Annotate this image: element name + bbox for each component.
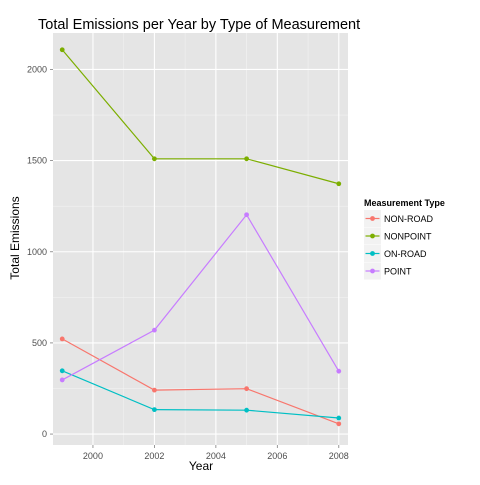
chart-title: Total Emissions per Year by Type of Meas… xyxy=(38,17,360,33)
series-line-point xyxy=(61,213,340,381)
legend-item-point: POINT xyxy=(364,262,412,280)
plot-panel xyxy=(53,33,348,445)
legend-label: POINT xyxy=(384,267,412,277)
series-point xyxy=(59,212,342,383)
legend-item-non-road: NON-ROAD xyxy=(364,210,433,227)
series-line-on-road xyxy=(61,370,339,419)
series-line-non-road xyxy=(61,338,339,425)
data-point-point xyxy=(152,327,157,333)
legend-key-point xyxy=(370,268,375,274)
x-tick-label: 2006 xyxy=(267,451,287,461)
legend-item-nonpoint: NONPOINT xyxy=(364,227,432,245)
legend-label: NON-ROAD xyxy=(384,214,433,224)
series-on-road xyxy=(59,368,342,421)
data-point-non-road xyxy=(152,387,157,393)
data-point-point xyxy=(336,368,342,374)
legend-key-point xyxy=(370,233,375,239)
series-non-road xyxy=(59,336,342,427)
x-tick-label: 2004 xyxy=(206,451,226,461)
legend-item-on-road: ON-ROAD xyxy=(364,245,427,262)
data-point-point xyxy=(244,212,249,218)
y-tick-label: 1000 xyxy=(27,247,47,257)
y-tick-label: 0 xyxy=(42,429,47,439)
data-point-point xyxy=(59,377,65,383)
panel-background xyxy=(53,33,348,445)
data-point-on-road xyxy=(59,368,65,374)
x-tick-label: 2008 xyxy=(329,451,349,461)
legend-key-point xyxy=(370,251,375,256)
y-tick-label: 2000 xyxy=(27,64,47,74)
legend: Measurement Type NON-ROAD NONPOINT ON-ROAD… xyxy=(364,198,445,280)
data-point-nonpoint xyxy=(59,47,65,53)
y-tick-label: 500 xyxy=(32,338,47,348)
data-point-non-road xyxy=(244,386,249,392)
x-tick-label: 2000 xyxy=(83,451,103,461)
data-point-nonpoint xyxy=(244,156,249,162)
legend-label: NONPOINT xyxy=(384,232,432,242)
data-point-non-road xyxy=(59,336,65,342)
x-axis-title: Year xyxy=(189,459,213,473)
y-axis-title: Total Emissions xyxy=(8,196,22,279)
data-point-nonpoint xyxy=(152,156,157,162)
x-axis: 2000 2002 2004 2006 2008 xyxy=(83,445,349,461)
data-point-on-road xyxy=(244,407,249,413)
y-axis: 0 500 1000 1500 2000 xyxy=(27,64,53,439)
legend-key-point xyxy=(370,216,375,221)
x-tick-label: 2002 xyxy=(144,451,164,461)
series-layer xyxy=(59,47,342,427)
series-nonpoint xyxy=(59,47,342,187)
series-line-nonpoint xyxy=(61,49,339,185)
data-point-nonpoint xyxy=(336,181,342,187)
data-point-non-road xyxy=(336,421,342,427)
legend-title: Measurement Type xyxy=(364,198,445,208)
data-point-on-road xyxy=(336,415,342,421)
legend-label: ON-ROAD xyxy=(384,249,427,259)
data-point-on-road xyxy=(152,407,157,413)
y-tick-label: 1500 xyxy=(27,156,47,166)
